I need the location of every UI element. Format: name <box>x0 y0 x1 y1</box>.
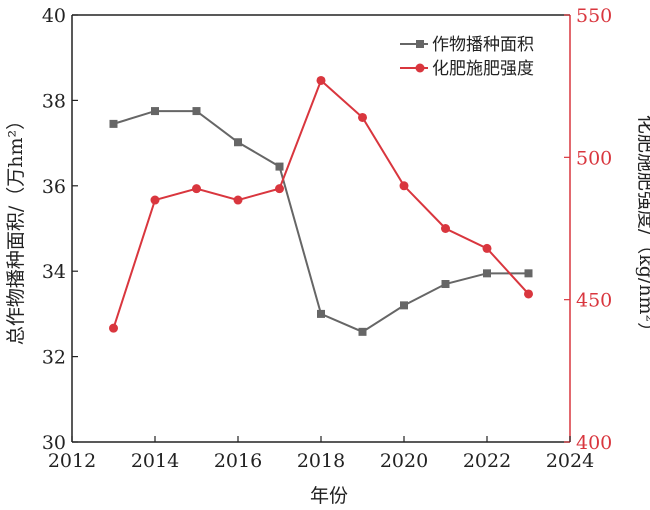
legend-marker <box>415 63 425 73</box>
legend-item-2: 化肥施肥强度 <box>400 59 534 79</box>
left-tick-label: 40 <box>42 5 66 27</box>
legend-label: 化肥施肥强度 <box>432 59 534 79</box>
left-y-axis-title: 总作物播种面积/（万hm²） <box>5 111 27 345</box>
data-point <box>399 181 409 191</box>
x-tick-label: 2012 <box>48 450 96 472</box>
data-point <box>233 195 243 205</box>
data-point <box>275 184 284 194</box>
data-point <box>192 184 201 194</box>
right-tick-label: 500 <box>576 147 612 169</box>
data-point <box>192 107 201 116</box>
legend-marker <box>416 40 424 48</box>
left-tick-label: 32 <box>42 347 66 369</box>
data-point <box>483 269 491 278</box>
x-axis: 2012 2014 2016 2018 2020 2022 2024 <box>48 436 594 472</box>
right-tick-label: 400 <box>576 432 612 454</box>
data-point <box>234 138 242 147</box>
left-tick-label: 36 <box>42 176 66 198</box>
left-tick-label: 34 <box>42 261 66 283</box>
data-point <box>358 327 367 336</box>
legend-label: 作物播种面积 <box>432 35 534 55</box>
left-tick-label: 38 <box>42 90 66 112</box>
x-tick-label: 2014 <box>131 450 179 472</box>
data-point <box>441 224 450 233</box>
series-layer <box>109 75 533 336</box>
data-point <box>316 75 326 85</box>
right-y-axis: 400 450 500 550 <box>564 5 612 454</box>
legend-item-1: 作物播种面积 <box>400 35 534 55</box>
data-point <box>109 119 118 128</box>
series-line <box>112 78 530 329</box>
x-tick-label: 2020 <box>380 450 428 472</box>
x-tick-label: 2016 <box>214 450 262 472</box>
series-line <box>113 110 529 333</box>
data-point <box>109 323 118 333</box>
left-tick-label: 30 <box>42 432 66 454</box>
right-y-axis-title: 化肥施肥强度/（kg/hm²） <box>635 115 650 341</box>
right-tick-label: 450 <box>576 290 612 312</box>
series-2 <box>109 75 533 333</box>
data-point <box>150 195 160 205</box>
x-tick-label: 2018 <box>297 450 345 472</box>
data-point <box>482 243 492 253</box>
series-1 <box>109 107 533 336</box>
left-y-axis: 30 32 34 36 38 40 <box>42 5 78 454</box>
data-point <box>358 112 367 122</box>
data-point <box>441 280 450 289</box>
data-point <box>400 301 408 310</box>
data-point <box>275 162 284 171</box>
data-point <box>524 269 533 278</box>
data-point <box>524 289 533 299</box>
x-tick-label: 2022 <box>463 450 511 472</box>
data-point <box>317 309 325 318</box>
x-axis-title: 年份 <box>310 485 348 507</box>
right-tick-label: 550 <box>576 5 612 27</box>
x-tick-label: 2024 <box>546 450 594 472</box>
data-point <box>151 107 159 116</box>
